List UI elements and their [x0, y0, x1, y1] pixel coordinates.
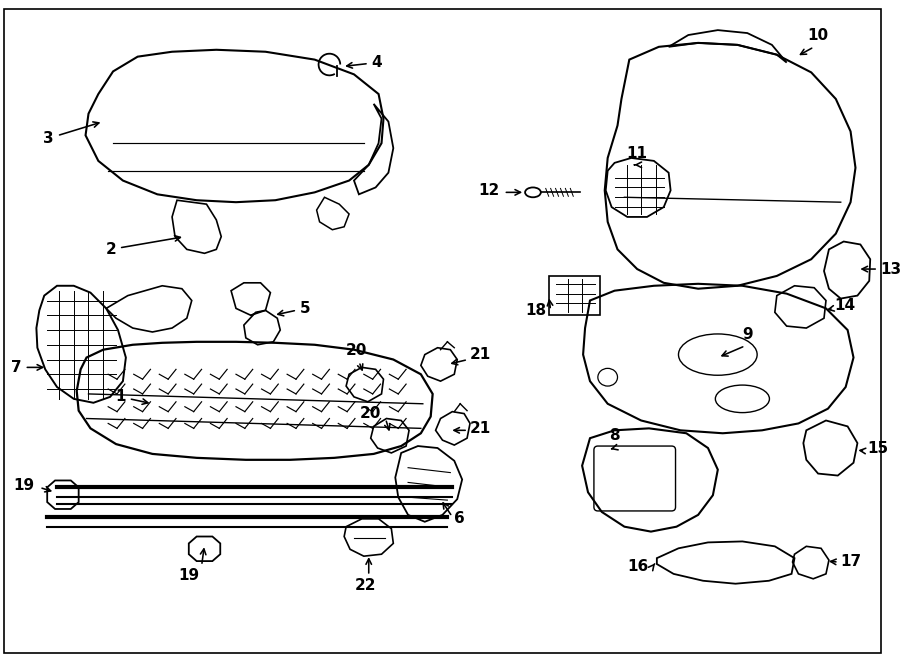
Text: 22: 22	[355, 578, 376, 592]
Text: 8: 8	[609, 428, 620, 443]
Text: 19: 19	[178, 568, 200, 583]
Text: 19: 19	[14, 478, 34, 493]
Text: 20: 20	[360, 406, 382, 421]
Text: 14: 14	[833, 298, 855, 313]
Text: 1: 1	[115, 389, 148, 404]
Text: 11: 11	[626, 146, 648, 161]
Text: 2: 2	[105, 236, 180, 257]
Text: 17: 17	[841, 553, 862, 569]
Text: 3: 3	[43, 122, 99, 146]
Text: 15: 15	[868, 440, 888, 455]
Text: 6: 6	[454, 511, 465, 526]
Text: 10: 10	[807, 28, 829, 43]
Text: 7: 7	[11, 360, 42, 375]
Text: 13: 13	[880, 261, 900, 277]
Text: 5: 5	[278, 301, 310, 316]
Text: 16: 16	[627, 559, 649, 573]
Text: 9: 9	[742, 327, 752, 342]
Bar	[549, 276, 599, 315]
Text: 21: 21	[470, 421, 491, 436]
Text: 18: 18	[526, 303, 546, 318]
Text: 4: 4	[346, 55, 382, 70]
Text: 21: 21	[470, 347, 491, 362]
Text: 20: 20	[346, 342, 366, 357]
Text: 12: 12	[478, 183, 500, 198]
